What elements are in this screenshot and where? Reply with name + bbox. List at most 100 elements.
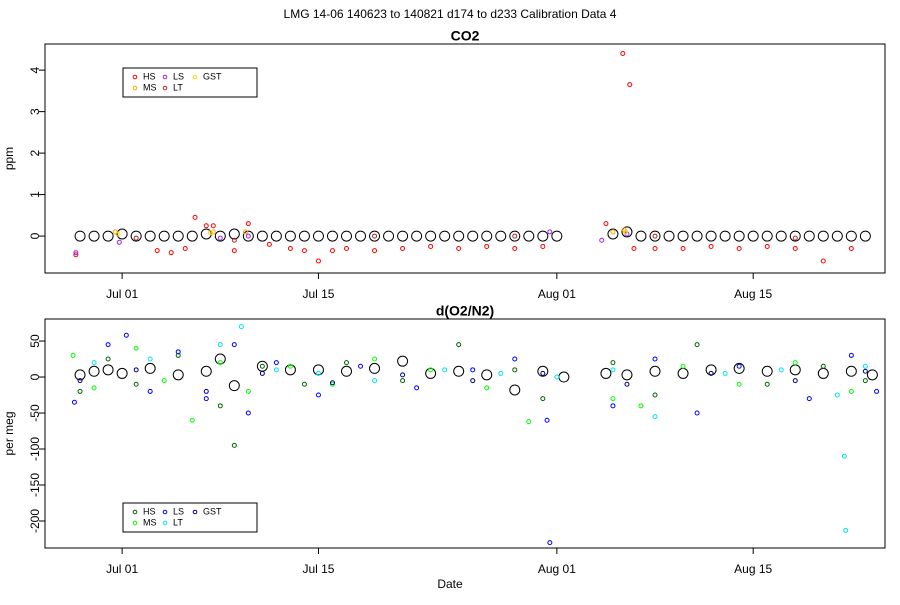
point: [210, 223, 216, 229]
point: [116, 228, 128, 240]
point: [467, 230, 479, 242]
point: [186, 230, 198, 242]
point: [172, 230, 184, 242]
point: [537, 365, 549, 377]
point: [442, 367, 448, 373]
point: [803, 230, 815, 242]
point: [456, 246, 462, 252]
point: [259, 370, 265, 376]
point: [203, 223, 209, 229]
point: [624, 381, 630, 387]
point: [312, 230, 324, 242]
panel-title: d(O2/N2): [436, 303, 494, 319]
point: [284, 230, 296, 242]
point: [862, 378, 868, 384]
point: [789, 230, 801, 242]
point: [747, 230, 759, 242]
point: [74, 230, 86, 242]
point: [231, 248, 237, 254]
point: [88, 230, 100, 242]
point: [845, 365, 857, 377]
point: [400, 378, 406, 384]
legend-marker: [162, 85, 168, 91]
point: [102, 230, 114, 242]
point: [74, 369, 86, 381]
point: [315, 258, 321, 264]
point: [217, 235, 223, 241]
point: [355, 230, 367, 242]
point: [610, 367, 616, 373]
point: [453, 365, 465, 377]
legend-label: GST: [203, 506, 222, 516]
x-tick-label: Aug 15: [734, 562, 772, 576]
point: [495, 230, 507, 242]
point: [719, 230, 731, 242]
point: [691, 230, 703, 242]
point: [326, 230, 338, 242]
point: [133, 235, 139, 241]
point: [638, 403, 644, 409]
point: [203, 396, 209, 402]
point: [621, 369, 633, 381]
point: [551, 230, 563, 242]
point: [470, 367, 476, 373]
point: [775, 230, 787, 242]
point: [242, 230, 254, 242]
point: [736, 246, 742, 252]
point: [172, 369, 184, 381]
point: [778, 367, 784, 373]
point: [210, 229, 216, 235]
y-tick-label: 2: [28, 149, 42, 156]
point: [102, 364, 114, 376]
point: [817, 230, 829, 242]
point: [245, 388, 251, 394]
point: [287, 363, 293, 369]
point: [680, 363, 686, 369]
point: [77, 378, 83, 384]
point: [414, 385, 420, 391]
point: [259, 363, 265, 369]
legend-marker: [132, 509, 138, 515]
point: [820, 258, 826, 264]
legend-label: LT: [173, 82, 183, 92]
point: [88, 365, 100, 377]
y-tick-label: -50: [28, 404, 42, 422]
point: [284, 364, 296, 376]
point: [509, 384, 521, 396]
point: [635, 230, 647, 242]
point: [540, 396, 546, 402]
point: [792, 246, 798, 252]
point: [217, 360, 223, 366]
point: [245, 410, 251, 416]
point: [161, 378, 167, 384]
point: [231, 342, 237, 348]
point: [214, 353, 226, 365]
point: [411, 230, 423, 242]
point: [708, 370, 714, 376]
point: [428, 367, 434, 373]
point: [848, 352, 854, 358]
point: [144, 230, 156, 242]
point: [764, 243, 770, 249]
point: [733, 362, 745, 374]
point: [862, 368, 868, 374]
point: [105, 356, 111, 362]
legend-marker: [132, 520, 138, 526]
point: [312, 364, 324, 376]
legend-marker: [132, 74, 138, 80]
point: [764, 381, 770, 387]
point: [217, 342, 223, 348]
point: [115, 231, 121, 237]
point: [540, 243, 546, 249]
x-tick-label: Aug 01: [538, 562, 576, 576]
point: [158, 230, 170, 242]
point: [736, 363, 742, 369]
point: [273, 367, 279, 373]
x-tick-label: Jul 01: [106, 562, 138, 576]
point: [554, 374, 560, 380]
point: [105, 342, 111, 348]
legend-label: LS: [173, 71, 184, 81]
point: [329, 248, 335, 254]
point: [843, 527, 849, 533]
